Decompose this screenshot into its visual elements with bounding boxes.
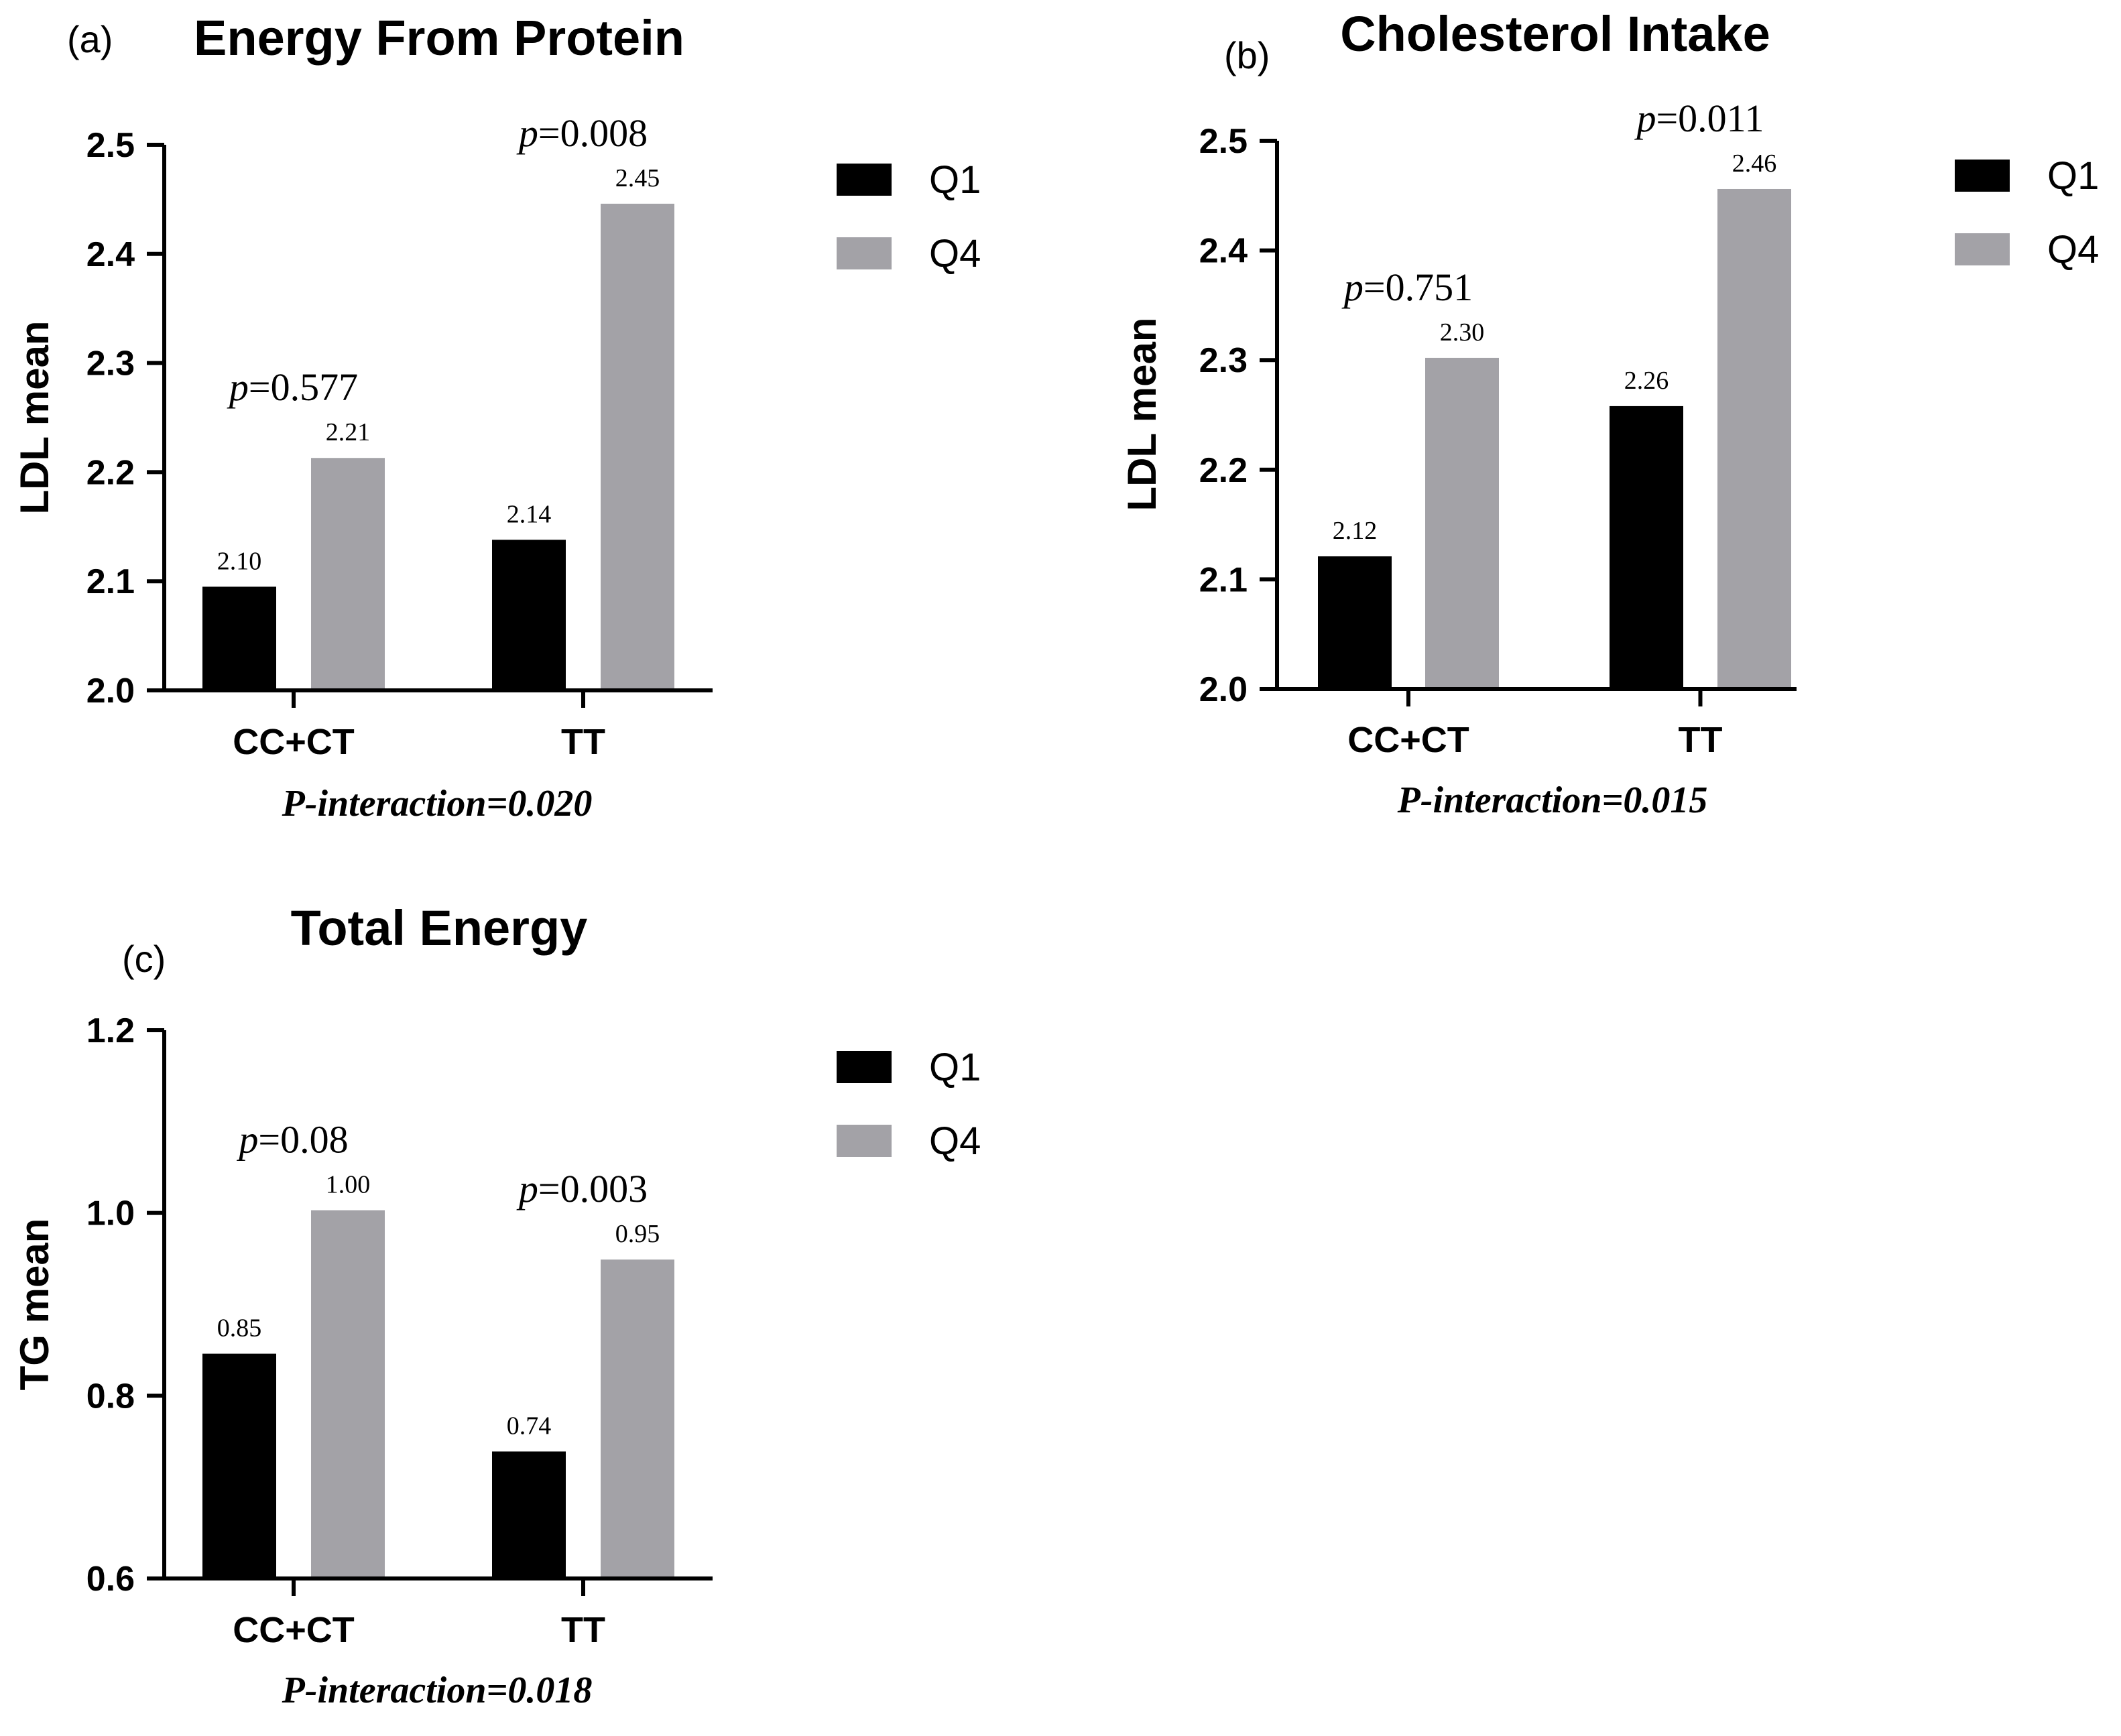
- y-tick-label: 2.0: [1199, 670, 1248, 709]
- y-tick-label: 2.5: [1199, 122, 1248, 161]
- p-interaction-label: P-interaction=0.015: [1397, 780, 1708, 821]
- panel-label: (a): [67, 18, 113, 60]
- x-tick-label: TT: [561, 1610, 605, 1650]
- data-label: 0.85: [217, 1314, 262, 1343]
- p-value: =0.577: [249, 365, 358, 409]
- p-symbol: p: [227, 365, 249, 409]
- legend-swatch-q1: [837, 164, 892, 196]
- bar-q1-tt: [492, 1451, 566, 1578]
- p-value-label: p=0.08: [236, 1118, 348, 1162]
- p-value-label: p=0.008: [516, 111, 648, 155]
- legend-swatch-q4: [837, 1125, 892, 1157]
- panel-label: (c): [122, 938, 166, 980]
- data-label: 2.10: [217, 547, 262, 575]
- p-symbol: p: [516, 1167, 538, 1211]
- y-tick-label: 2.1: [1199, 560, 1248, 599]
- bar-q4-tt: [601, 1259, 674, 1578]
- y-tick-label: 2.2: [86, 453, 135, 492]
- p-symbol: p: [1634, 97, 1656, 140]
- y-tick-label: 2.0: [86, 672, 135, 710]
- legend-label-q1: Q1: [2047, 154, 2099, 198]
- chart-panel-2: Cholesterol Intake (b) LDL mean 2.12 2.26 2.3…: [1119, 6, 2099, 821]
- x-tick-label: CC+CT: [233, 722, 355, 762]
- p-value-label: p=0.577: [227, 365, 358, 409]
- p-symbol: p: [516, 111, 538, 155]
- data-label: 1.00: [326, 1171, 371, 1199]
- legend-swatch-q4: [837, 237, 892, 269]
- bar-q4-tt: [601, 203, 674, 690]
- data-label: 2.45: [615, 164, 660, 192]
- bar-q1-cc-ct: [1318, 556, 1392, 689]
- p-symbol: p: [1341, 265, 1364, 309]
- y-tick-label: 2.1: [86, 562, 135, 601]
- bar-q1-tt: [492, 540, 566, 690]
- bar-q4-cc-ct: [1425, 357, 1499, 689]
- data-label: 0.95: [615, 1220, 660, 1248]
- data-label: 2.12: [1333, 517, 1378, 545]
- y-axis-label: TG mean: [12, 1219, 57, 1391]
- p-value: =0.008: [538, 111, 648, 155]
- legend-swatch-q1: [1955, 160, 2010, 192]
- p-value-label: p=0.003: [516, 1167, 648, 1211]
- bar-q4-tt: [1717, 188, 1791, 689]
- p-symbol: p: [236, 1118, 258, 1162]
- legend-label-q4: Q4: [2047, 228, 2099, 271]
- p-interaction-label: P-interaction=0.018: [282, 1670, 593, 1711]
- p-value: =0.011: [1656, 97, 1764, 140]
- chart-title: Cholesterol Intake: [1340, 6, 1770, 62]
- data-label: 0.74: [507, 1412, 552, 1440]
- y-tick-label: 2.4: [86, 235, 135, 274]
- legend-label-q1: Q1: [929, 158, 981, 202]
- y-tick-label: 2.3: [1199, 341, 1248, 380]
- y-axis-label: LDL mean: [1119, 318, 1164, 511]
- panel-label: (b): [1224, 34, 1270, 76]
- y-tick-label: 2.4: [1199, 232, 1248, 271]
- y-tick-label: 2.3: [86, 345, 135, 383]
- data-label: 2.30: [1440, 318, 1485, 347]
- legend-swatch-q4: [1955, 233, 2010, 265]
- legend-label-q4: Q4: [929, 232, 981, 275]
- y-tick-label: 2.5: [86, 126, 135, 165]
- bar-q1-cc-ct: [202, 586, 276, 690]
- data-label: 2.21: [326, 418, 371, 446]
- chart-title: Energy From Protein: [194, 10, 684, 66]
- bar-q4-cc-ct: [311, 1210, 385, 1578]
- legend-label-q4: Q4: [929, 1119, 981, 1163]
- x-tick-label: CC+CT: [233, 1610, 355, 1650]
- data-label: 2.26: [1624, 367, 1669, 395]
- y-tick-label: 0.8: [86, 1377, 135, 1416]
- y-tick-label: 1.2: [86, 1011, 135, 1050]
- x-tick-label: TT: [1679, 720, 1723, 760]
- data-label: 2.14: [507, 500, 552, 528]
- chart-panel-1: Energy From Protein (a) LDL mean 2.10 2.14 2.…: [12, 10, 981, 824]
- x-tick-label: CC+CT: [1347, 720, 1469, 760]
- y-axis-label: LDL mean: [12, 321, 57, 515]
- legend-swatch-q1: [837, 1051, 892, 1083]
- p-interaction-label: P-interaction=0.020: [282, 783, 593, 824]
- y-tick-label: 2.2: [1199, 451, 1248, 490]
- bar-q4-cc-ct: [311, 458, 385, 690]
- p-value: =0.003: [538, 1167, 648, 1211]
- p-value-label: p=0.011: [1634, 97, 1764, 140]
- p-value: =0.08: [258, 1118, 348, 1162]
- chart-panel-3: Total Energy(c)TG mean 0.850.741.000.95p=…: [12, 900, 981, 1711]
- y-tick-label: 0.6: [86, 1560, 135, 1599]
- bar-q1-cc-ct: [202, 1353, 276, 1578]
- bar-q1-tt: [1610, 406, 1683, 689]
- x-tick-label: TT: [561, 722, 605, 762]
- chart-title: Total Energy: [291, 900, 588, 956]
- p-value-label: p=0.751: [1341, 265, 1473, 309]
- data-label: 2.46: [1732, 149, 1777, 178]
- p-value: =0.751: [1364, 265, 1473, 309]
- legend-label-q1: Q1: [929, 1046, 981, 1089]
- y-tick-label: 1.0: [86, 1194, 135, 1233]
